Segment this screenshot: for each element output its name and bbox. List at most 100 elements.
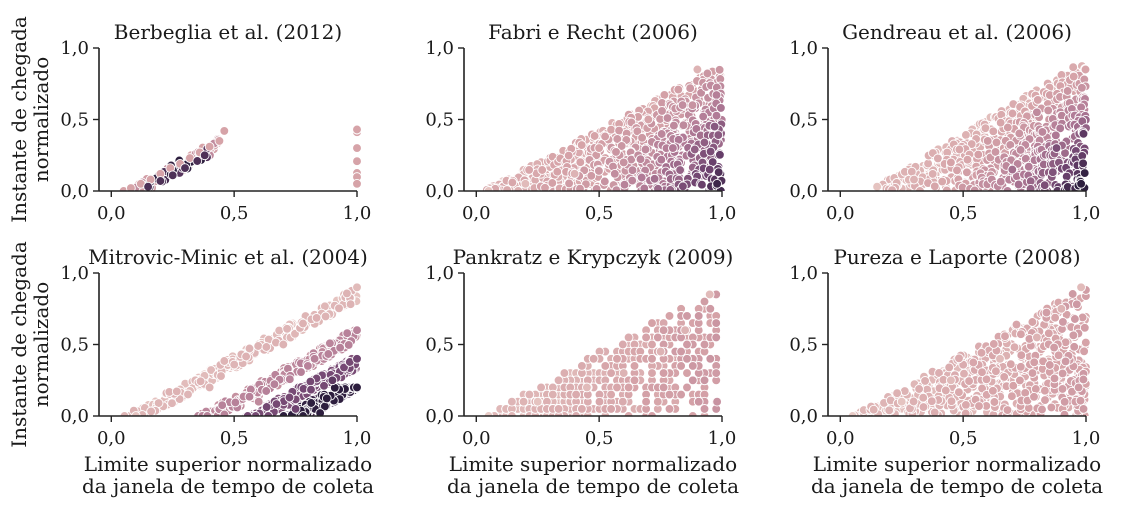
scatter-point (647, 353, 657, 364)
scatter-point (946, 396, 957, 407)
scatter-point (263, 411, 274, 416)
data-point (155, 176, 166, 186)
scatter-point (647, 339, 657, 350)
scatter-point (940, 385, 951, 396)
scatter-point (713, 130, 724, 140)
panel-3: 0,0 0,5 1,0 0,0 0,5 1,0 Gendreau et al. (2006) (789, 20, 1100, 224)
scatter-point (662, 113, 673, 123)
scatter-point (335, 342, 345, 353)
scatter-point (1079, 168, 1090, 178)
scatter-point (1015, 361, 1026, 372)
scatter-point (1080, 64, 1091, 75)
panel-title: Gendreau et al. (2006) (842, 20, 1072, 44)
data-point (131, 411, 141, 416)
panel-title: Berbeglia et al. (2012) (114, 20, 342, 44)
scatter-point (635, 154, 646, 165)
y-tick-label: 1,0 (425, 38, 454, 59)
x-tick-label: 0,5 (220, 203, 249, 224)
scatter-point (693, 311, 704, 321)
scatter-point (682, 382, 692, 393)
scatter-point (637, 132, 647, 143)
scatter-point (1002, 122, 1013, 133)
scatter-point (540, 182, 550, 191)
scatter-point (665, 185, 676, 191)
scatter-point (274, 325, 285, 336)
scatter-point (559, 368, 570, 378)
scatter-point (968, 357, 979, 368)
scatter-point (884, 405, 895, 416)
scatter-point (995, 176, 1006, 187)
scatter-point (591, 184, 602, 191)
scatter-point (1069, 341, 1080, 352)
x-tick-label: 0,5 (585, 428, 614, 449)
scatter-point (1027, 368, 1038, 378)
data-point (278, 339, 289, 350)
scatter-point (995, 117, 1006, 128)
data-point (909, 174, 919, 185)
scatter-point (699, 137, 710, 148)
x-tick-label: 1,0 (708, 428, 737, 449)
scatter-point (711, 368, 722, 378)
data-point (569, 168, 580, 179)
scatter-point (705, 303, 716, 314)
data-point (352, 325, 362, 336)
data-point (204, 382, 215, 393)
scatter-point (687, 411, 698, 416)
scatter-point (1011, 319, 1022, 330)
scatter-point (713, 167, 724, 178)
scatter-point (659, 90, 670, 100)
data-point (946, 375, 956, 386)
scatter-point (961, 130, 971, 140)
scatter-point (325, 338, 335, 349)
scatter-point (1070, 314, 1080, 324)
scatter-point (687, 375, 698, 386)
scatter-point (1037, 404, 1047, 415)
scatter-point (906, 166, 917, 177)
y-tick-label: 1,0 (789, 263, 818, 284)
scatter-point (606, 404, 616, 414)
data-point (1051, 143, 1062, 153)
data-point (1078, 404, 1089, 414)
scatter-point (536, 382, 546, 393)
scatter-point (1030, 384, 1041, 394)
scatter-point (966, 139, 977, 149)
scatter-point (1059, 396, 1070, 407)
scatter-point (571, 389, 581, 400)
y-axis-label: Instante de chegadanormalizado (7, 241, 53, 448)
scatter-point (606, 368, 616, 378)
data-point (167, 170, 178, 181)
x-tick-label: 1,0 (343, 428, 372, 449)
data-point (352, 382, 362, 393)
x-tick-label: 1,0 (1072, 203, 1101, 224)
scatter-point (553, 375, 564, 386)
scatter-point (617, 339, 628, 350)
data-point (1032, 107, 1042, 118)
scatter-point (629, 375, 640, 386)
scatter-point (547, 389, 558, 400)
data-point (352, 353, 362, 364)
scatter-point (1040, 395, 1050, 405)
scatter-point (600, 361, 611, 371)
x-tick-label: 1,0 (708, 203, 737, 224)
scatter-point (629, 361, 640, 371)
x-tick-label: 0,0 (826, 203, 855, 224)
data-point (253, 396, 264, 407)
scatter-point (119, 411, 130, 416)
scatter-point (944, 362, 955, 373)
scatter-point (571, 411, 581, 416)
data-point (594, 143, 604, 153)
scatter-point (230, 397, 241, 408)
scatter-point (976, 347, 987, 358)
scatter-point (589, 131, 600, 141)
y-axis-label: Instante de chegadanormalizado (7, 16, 53, 223)
scatter-point (219, 409, 230, 416)
scatter-point (575, 157, 586, 168)
data-point (532, 396, 543, 407)
scatter-point (676, 389, 686, 400)
data-point (668, 143, 678, 153)
data-point (982, 136, 993, 146)
scatter-point (1009, 342, 1020, 353)
scatter-point (1080, 337, 1091, 348)
scatter-point (171, 386, 182, 397)
